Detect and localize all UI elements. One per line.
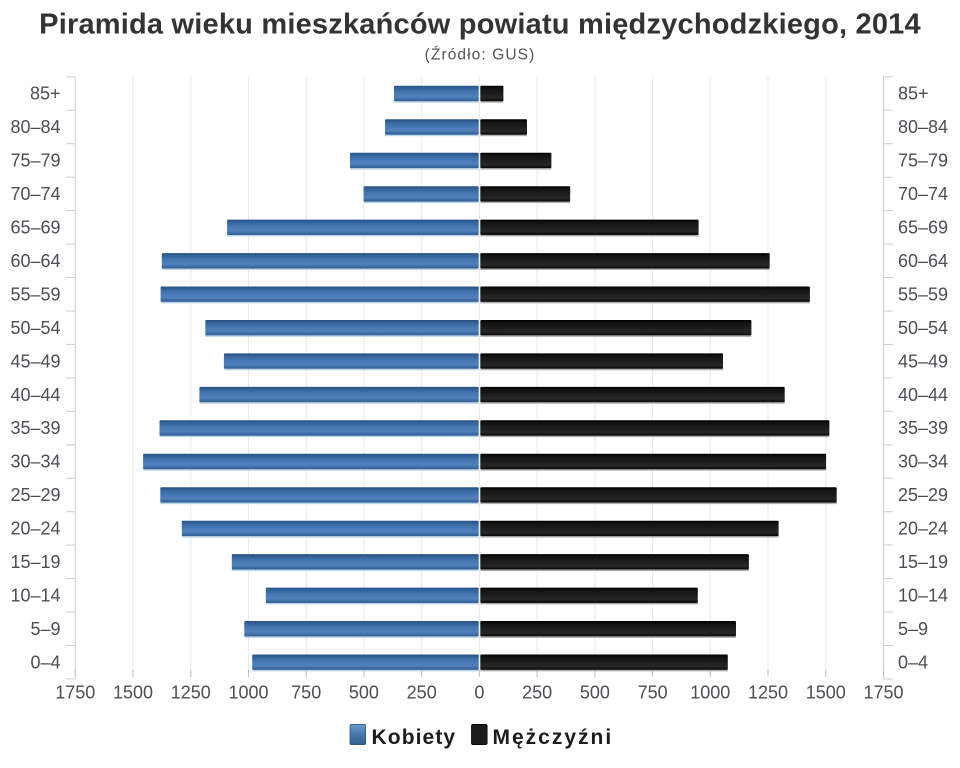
svg-text:5–9: 5–9 <box>898 619 928 639</box>
svg-text:75–79: 75–79 <box>898 151 948 171</box>
svg-text:1000: 1000 <box>228 683 268 703</box>
svg-text:750: 750 <box>638 683 668 703</box>
svg-text:60–64: 60–64 <box>898 251 948 271</box>
svg-text:Piramida wieku mieszkańców pow: Piramida wieku mieszkańców powiatu międz… <box>39 9 921 41</box>
svg-text:80–84: 80–84 <box>10 117 60 137</box>
svg-text:50–54: 50–54 <box>898 318 948 338</box>
svg-text:250: 250 <box>407 683 437 703</box>
svg-text:10–14: 10–14 <box>10 586 60 606</box>
svg-text:Mężczyźni: Mężczyźni <box>493 726 614 749</box>
svg-text:10–14: 10–14 <box>898 586 948 606</box>
svg-text:30–34: 30–34 <box>898 452 948 472</box>
svg-text:15–19: 15–19 <box>10 552 60 572</box>
svg-text:25–29: 25–29 <box>898 485 948 505</box>
svg-text:85+: 85+ <box>30 84 61 104</box>
svg-text:1750: 1750 <box>863 683 903 703</box>
svg-text:500: 500 <box>349 683 379 703</box>
svg-text:25–29: 25–29 <box>10 485 60 505</box>
svg-text:40–44: 40–44 <box>10 385 60 405</box>
svg-text:(Źródło: GUS): (Źródło: GUS) <box>425 47 536 64</box>
svg-text:55–59: 55–59 <box>10 284 60 304</box>
svg-text:0–4: 0–4 <box>898 652 928 672</box>
svg-text:80–84: 80–84 <box>898 117 948 137</box>
svg-text:60–64: 60–64 <box>10 251 60 271</box>
svg-text:Kobiety: Kobiety <box>372 726 457 749</box>
svg-text:1500: 1500 <box>113 683 153 703</box>
svg-text:45–49: 45–49 <box>10 351 60 371</box>
svg-text:70–74: 70–74 <box>898 184 948 204</box>
svg-text:45–49: 45–49 <box>898 351 948 371</box>
svg-text:15–19: 15–19 <box>898 552 948 572</box>
svg-text:40–44: 40–44 <box>898 385 948 405</box>
svg-text:0–4: 0–4 <box>30 652 60 672</box>
svg-text:50–54: 50–54 <box>10 318 60 338</box>
svg-text:1250: 1250 <box>171 683 211 703</box>
svg-text:65–69: 65–69 <box>898 218 948 238</box>
svg-text:85+: 85+ <box>898 84 929 104</box>
svg-text:35–39: 35–39 <box>10 418 60 438</box>
svg-text:1000: 1000 <box>690 683 730 703</box>
svg-text:70–74: 70–74 <box>10 184 60 204</box>
svg-text:35–39: 35–39 <box>898 418 948 438</box>
svg-text:1500: 1500 <box>806 683 846 703</box>
svg-text:20–24: 20–24 <box>10 519 60 539</box>
svg-text:0: 0 <box>474 683 484 703</box>
svg-text:30–34: 30–34 <box>10 452 60 472</box>
svg-text:750: 750 <box>291 683 321 703</box>
svg-text:500: 500 <box>580 683 610 703</box>
svg-text:250: 250 <box>522 683 552 703</box>
svg-text:5–9: 5–9 <box>30 619 60 639</box>
svg-text:65–69: 65–69 <box>10 218 60 238</box>
svg-text:75–79: 75–79 <box>10 151 60 171</box>
svg-text:1750: 1750 <box>55 683 95 703</box>
svg-text:1250: 1250 <box>748 683 788 703</box>
svg-text:20–24: 20–24 <box>898 519 948 539</box>
svg-text:55–59: 55–59 <box>898 284 948 304</box>
